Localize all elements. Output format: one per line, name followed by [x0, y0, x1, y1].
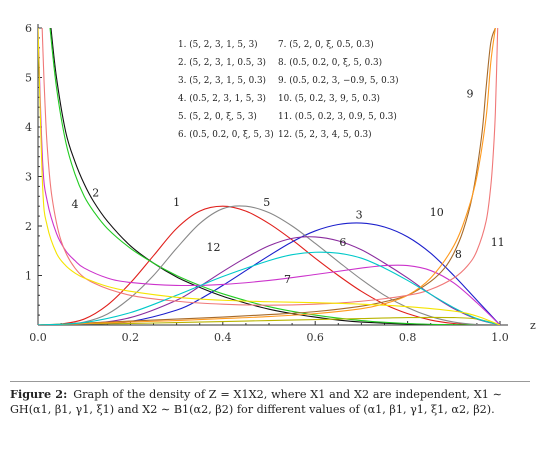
x-tick-label: 1.0: [491, 331, 509, 344]
series-line-1: [38, 205, 501, 325]
curve-number-label: 12: [207, 241, 221, 254]
legend-entry: 7. (5, 2, 0, ξ, 0.5, 0.3): [278, 39, 374, 50]
series-line-10: [38, 28, 496, 325]
series-line-5: [38, 205, 501, 325]
x-tick-label: 0.0: [29, 331, 47, 344]
legend-entry: 10. (5, 0.2, 3, 9, 5, 0.3): [278, 93, 380, 104]
chart-legend: 1. (5, 2, 3, 1, 5, 3) 2. (5, 2, 3, 1, 0.5…: [178, 39, 399, 140]
series-line-8: [38, 28, 501, 325]
series-line-12: [38, 251, 501, 325]
legend-entry: 6. (0.5, 0.2, 0, ξ, 5, 3): [178, 129, 274, 140]
curve-number-label: 9: [466, 87, 473, 100]
y-tick-label: 6: [25, 22, 32, 35]
legend-entry: 8. (0.5, 0.2, 0, ξ, 5, 0.3): [278, 57, 382, 68]
legend-entry: 3. (5, 2, 3, 1, 5, 0.3): [178, 75, 266, 86]
legend-entry: 2. (5, 2, 3, 1, 0.5, 3): [178, 57, 266, 68]
curve-number-label: 8: [455, 248, 462, 261]
x-tick-label: 0.6: [306, 331, 324, 344]
curve-number-label: 10: [430, 206, 444, 219]
x-tick-label: 0.8: [399, 331, 417, 344]
series-line-4: [49, 28, 501, 325]
y-tick-label: 1: [25, 270, 32, 283]
series-line-yellow: [38, 28, 501, 325]
caption-label: Figure 2:: [10, 387, 68, 401]
y-tick-label: 5: [25, 72, 32, 85]
y-tick-label: 3: [25, 171, 32, 184]
legend-entry: 5. (5, 2, 0, ξ, 5, 3): [178, 111, 257, 122]
curve-number-label: 6: [339, 236, 346, 249]
figure-caption: Figure 2: Graph of the density of Z = X1X…: [10, 387, 502, 417]
caption-divider: [10, 381, 530, 382]
series-line-3: [38, 222, 501, 325]
chart-curves: [38, 28, 501, 325]
legend-entry: 9. (0.5, 0.2, 3, −0.9, 5, 0.3): [278, 75, 399, 86]
legend-entry: 1. (5, 2, 3, 1, 5, 3): [178, 39, 258, 50]
x-tick-label: 0.4: [214, 331, 232, 344]
curve-number-label: 3: [356, 209, 363, 222]
curve-number-label: 1: [173, 196, 180, 209]
legend-entry: 12. (5, 2, 3, 4, 5, 0.3): [278, 129, 372, 140]
legend-entry: 11. (0.5, 0.2, 3, 0.9, 5, 0.3): [278, 111, 397, 122]
curve-number-label: 5: [263, 196, 270, 209]
legend-entry: 4. (0.5, 2, 3, 1, 5, 3): [178, 93, 266, 104]
curve-number-label: 4: [71, 198, 78, 211]
curve-number-label: 2: [92, 186, 99, 199]
series-line-11: [41, 28, 499, 306]
x-tick-label: 0.2: [122, 331, 140, 344]
y-tick-label: 4: [25, 121, 32, 134]
curve-number-label: 11: [491, 236, 505, 249]
y-tick-label: 2: [25, 220, 32, 233]
series-line-7: [38, 316, 501, 325]
x-axis-label: z: [530, 319, 536, 332]
caption-text: Graph of the density of Z = X1X2, where …: [10, 388, 502, 416]
curve-number-label: 7: [284, 273, 291, 286]
